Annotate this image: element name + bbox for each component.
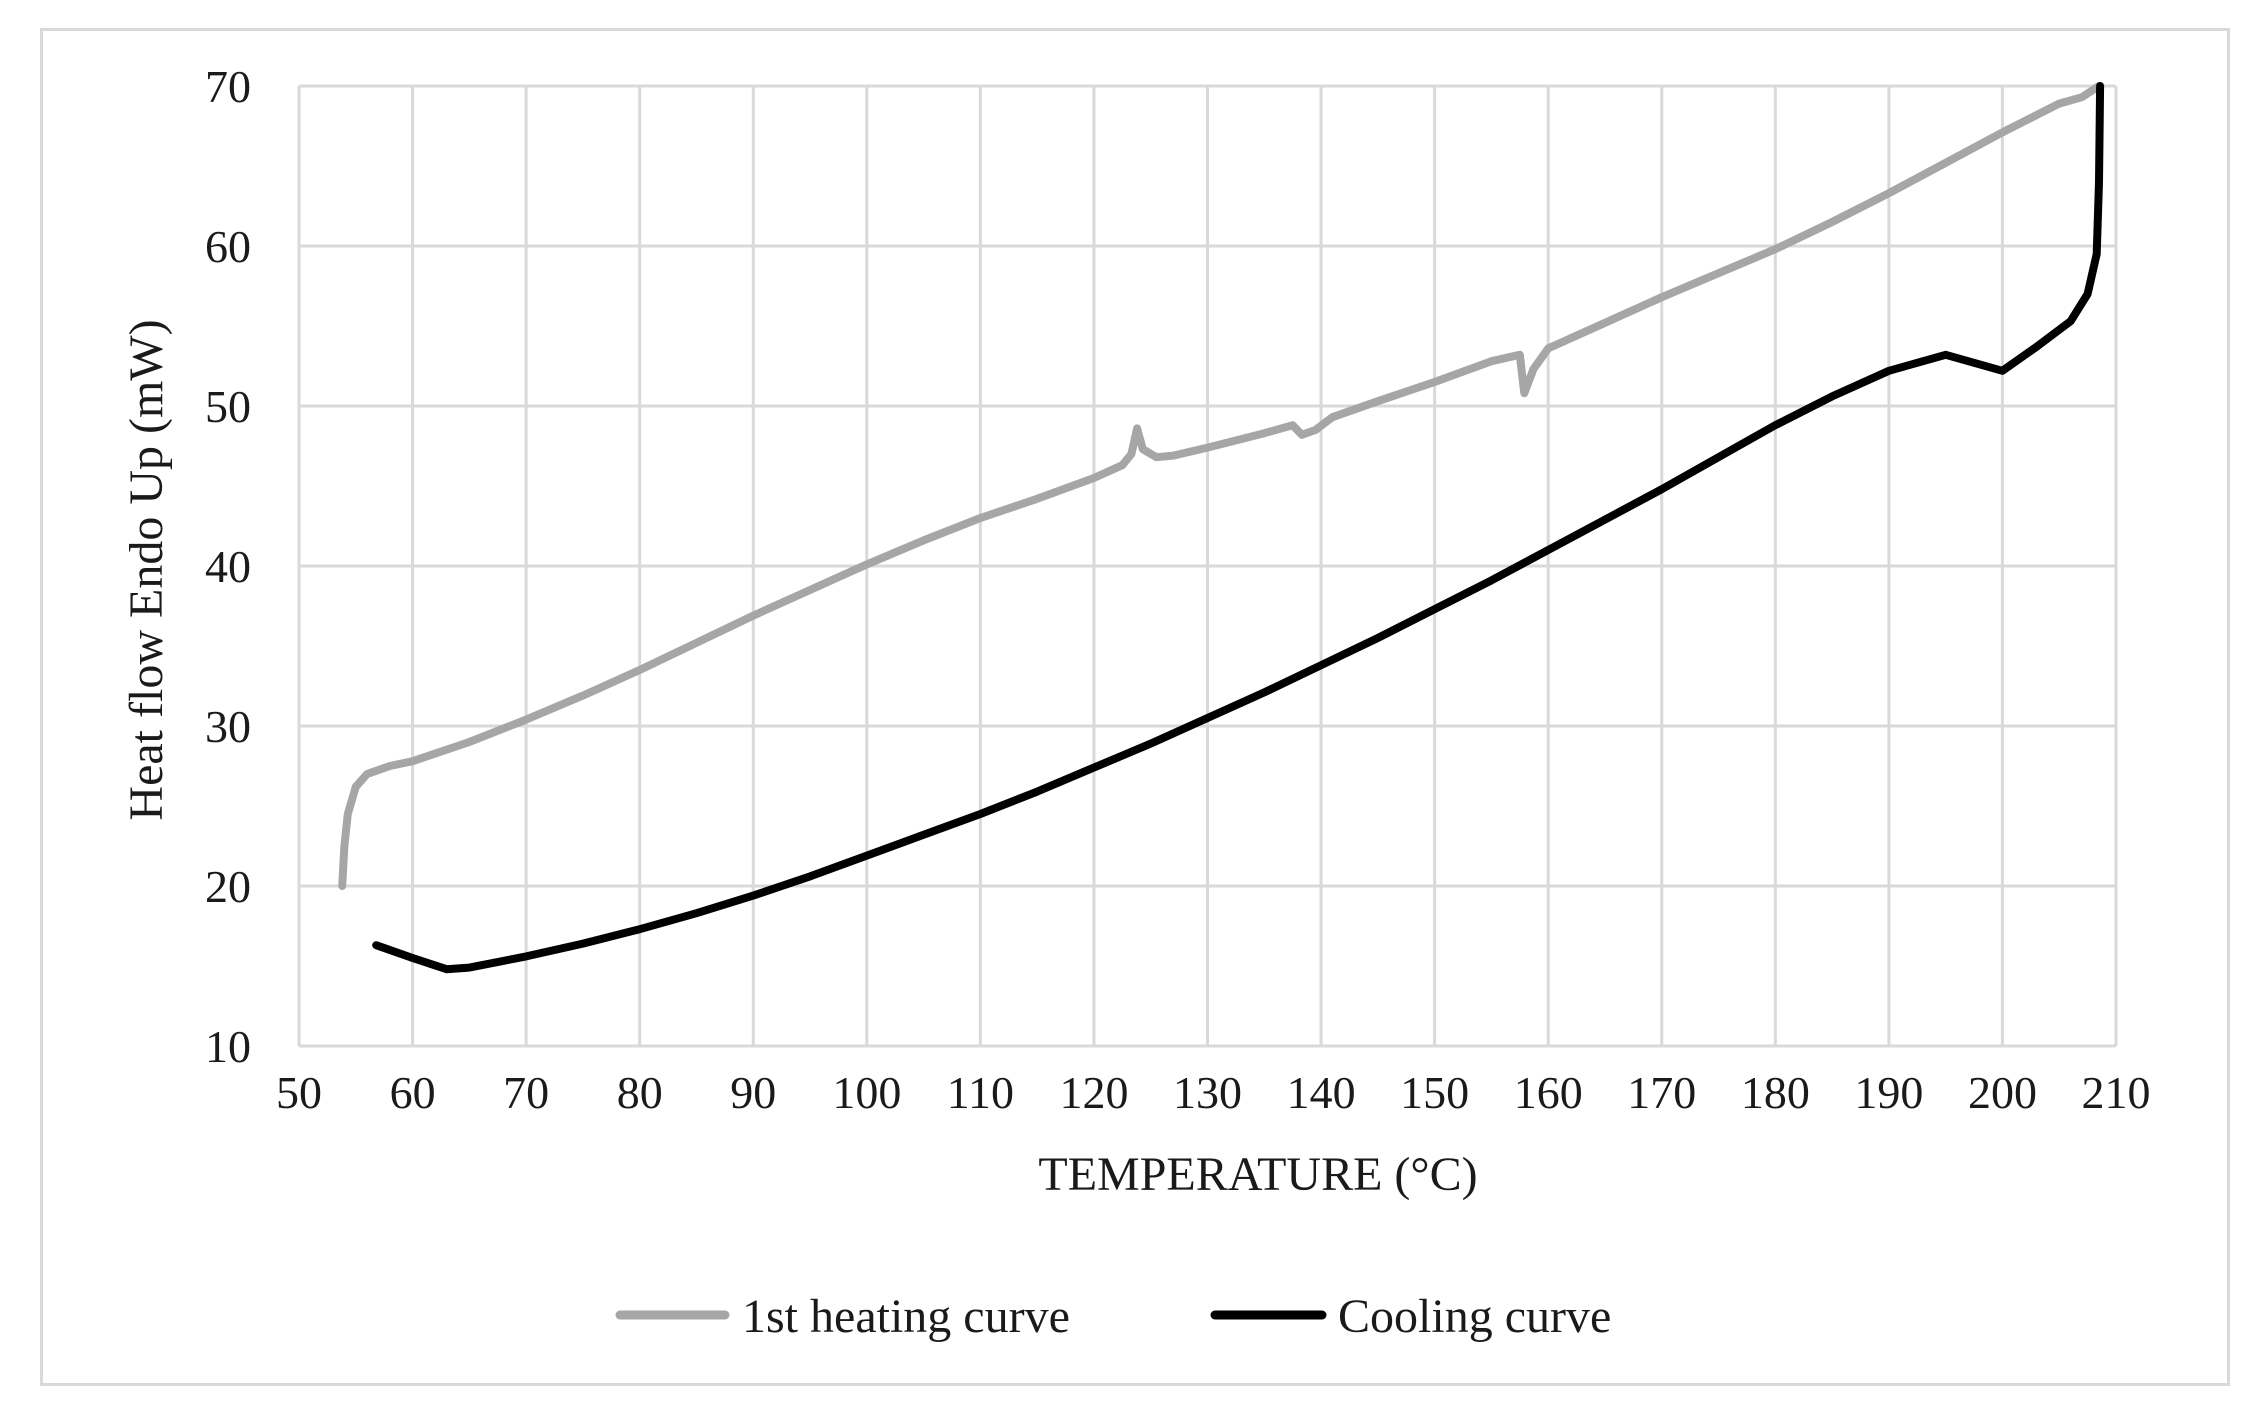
x-tick-label: 80 bbox=[617, 1067, 663, 1118]
x-tick-label: 90 bbox=[730, 1067, 776, 1118]
y-tick-label: 70 bbox=[205, 61, 251, 112]
x-tick-label: 110 bbox=[947, 1067, 1014, 1118]
y-tick-label: 40 bbox=[205, 541, 251, 592]
x-tick-label: 170 bbox=[1627, 1067, 1696, 1118]
y-tick-label: 10 bbox=[205, 1021, 251, 1072]
grid bbox=[297, 84, 2118, 1048]
x-tick-label: 100 bbox=[832, 1067, 901, 1118]
heating-curve-line bbox=[338, 82, 2103, 890]
chart-frame bbox=[40, 28, 2230, 1386]
y-axis-title: Heat flow Endo Up (mW) bbox=[120, 319, 173, 820]
x-tick-label: 130 bbox=[1173, 1067, 1242, 1118]
x-axis-ticks: 50 60 70 80 90 100 110 120 130 140 150 160 170 180 190… bbox=[276, 1067, 2151, 1118]
y-axis-ticks: 10 20 30 40 50 60 70 bbox=[205, 61, 251, 1072]
cooling-curve-line bbox=[372, 82, 2105, 974]
legend-label-heating: 1st heating curve bbox=[742, 1290, 1070, 1343]
legend-label-cooling: Cooling curve bbox=[1338, 1290, 1611, 1343]
x-tick-label: 50 bbox=[276, 1067, 322, 1118]
series-group bbox=[338, 82, 2105, 974]
y-tick-label: 30 bbox=[205, 701, 251, 752]
x-tick-label: 120 bbox=[1059, 1067, 1128, 1118]
x-tick-label: 60 bbox=[390, 1067, 436, 1118]
x-tick-label: 140 bbox=[1287, 1067, 1356, 1118]
x-tick-label: 160 bbox=[1514, 1067, 1583, 1118]
x-tick-label: 180 bbox=[1741, 1067, 1810, 1118]
legend: 1st heating curve Cooling curve bbox=[615, 1290, 1611, 1343]
x-axis-title: TEMPERATURE (°C) bbox=[1038, 1148, 1477, 1201]
x-tick-label: 200 bbox=[1968, 1067, 2037, 1118]
x-tick-label: 70 bbox=[503, 1067, 549, 1118]
x-tick-label: 190 bbox=[1854, 1067, 1923, 1118]
x-tick-label: 150 bbox=[1400, 1067, 1469, 1118]
y-tick-label: 20 bbox=[205, 861, 251, 912]
x-tick-label: 210 bbox=[2082, 1067, 2151, 1118]
y-tick-label: 50 bbox=[205, 381, 251, 432]
y-tick-label: 60 bbox=[205, 221, 251, 272]
